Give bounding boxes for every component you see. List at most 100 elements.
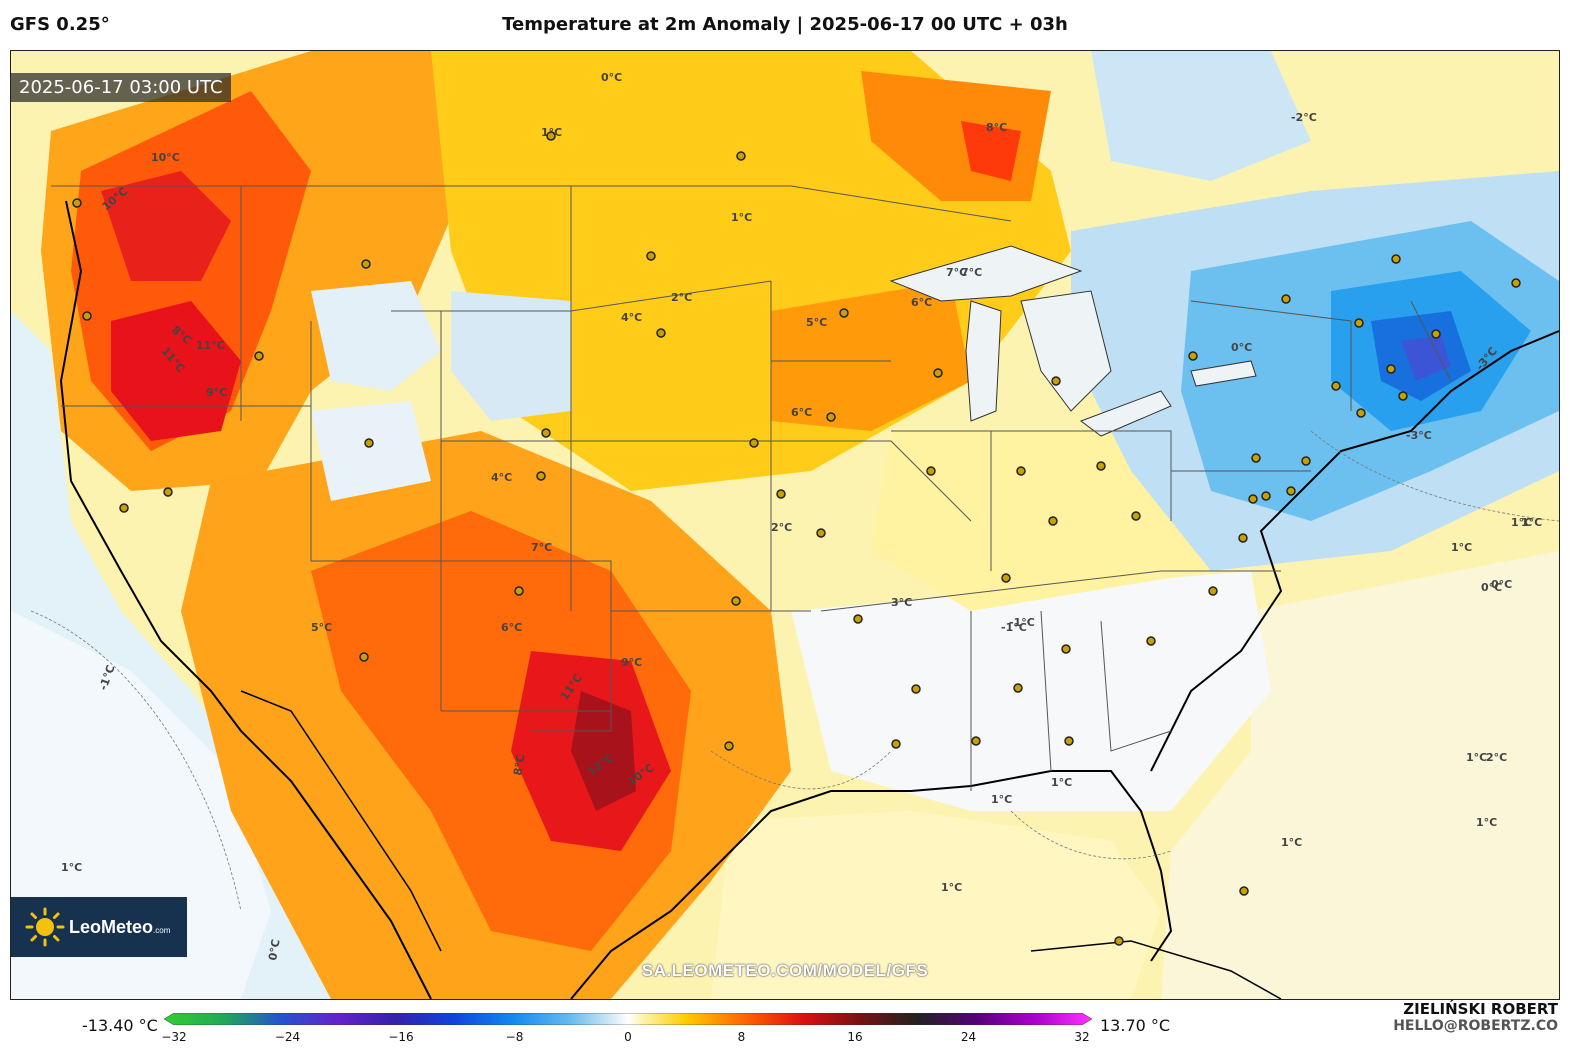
city-marker bbox=[1386, 364, 1396, 374]
anomaly-map: 10°C 8°C 11°C 11°C 9°C 10°C 7°C 6°C 5°C … bbox=[11, 51, 1559, 999]
gulf-area bbox=[711, 811, 1161, 999]
contour-label: 5°C bbox=[806, 316, 827, 329]
map[interactable]: 10°C 8°C 11°C 11°C 9°C 10°C 7°C 6°C 5°C … bbox=[10, 50, 1560, 1000]
city-marker bbox=[1301, 456, 1311, 466]
city-marker bbox=[82, 311, 92, 321]
city-marker bbox=[1061, 644, 1071, 654]
contour-label: 1°C bbox=[941, 881, 962, 894]
source-watermark: SA.LEOMETEO.COM/MODEL/GFS bbox=[641, 961, 929, 980]
contour-lines bbox=[30, 430, 1559, 912]
leometeo-logo[interactable]: LeoMeteo.com bbox=[11, 897, 187, 957]
city-marker bbox=[1261, 491, 1271, 501]
quebec-cool bbox=[1091, 51, 1311, 181]
city-marker bbox=[853, 614, 863, 624]
city-marker bbox=[1331, 381, 1341, 391]
city-marker bbox=[1114, 936, 1124, 946]
lake-superior bbox=[889, 245, 1083, 302]
city-marker bbox=[1251, 453, 1261, 463]
contour-label: 4°C bbox=[491, 471, 512, 484]
state-borders bbox=[51, 185, 1452, 791]
city-markers bbox=[72, 131, 1521, 946]
colorbar-tick-label: 16 bbox=[847, 1030, 863, 1044]
city-marker bbox=[891, 739, 901, 749]
contour-label: 4°C bbox=[621, 311, 642, 324]
cuba-outline bbox=[1030, 940, 1282, 999]
city-marker bbox=[1016, 466, 1026, 476]
city-marker bbox=[1239, 886, 1249, 896]
city-marker bbox=[514, 586, 524, 596]
valid-time-badge: 2025-06-17 03:00 UTC bbox=[11, 73, 231, 102]
contour-label: -2°C bbox=[1291, 111, 1317, 124]
colorbar-tick-label: −24 bbox=[274, 1030, 301, 1044]
contour-label: 1°C bbox=[731, 211, 752, 224]
city-marker bbox=[1048, 516, 1058, 526]
city-marker bbox=[1188, 351, 1198, 361]
contour-label: 5°C bbox=[311, 621, 332, 634]
midwest-pale bbox=[871, 431, 1211, 611]
city-marker bbox=[546, 131, 556, 141]
author-credit: ZIELIŃSKI ROBERT HELLO@ROBERTZ.CO bbox=[1393, 1000, 1558, 1034]
contour-label: 9°C bbox=[206, 386, 227, 399]
colorbar-svg bbox=[163, 1012, 1093, 1026]
sun-icon bbox=[25, 907, 65, 947]
colorbar-tick-label: −32 bbox=[161, 1030, 187, 1044]
colorbar-tick-label: 0 bbox=[624, 1030, 632, 1044]
city-marker bbox=[1146, 636, 1156, 646]
contour-label: 2°C bbox=[1486, 751, 1507, 764]
colorbar-tick-label: 24 bbox=[960, 1030, 977, 1044]
contour-label: 0°C bbox=[1231, 341, 1252, 354]
rockies-cool-c bbox=[311, 401, 431, 501]
city-marker bbox=[749, 438, 759, 448]
contour-label: 7°C bbox=[531, 541, 552, 554]
city-marker bbox=[163, 487, 173, 497]
rockies-cool-a bbox=[311, 281, 441, 391]
contour-label: 0°C bbox=[1481, 581, 1502, 594]
colorbar bbox=[163, 1010, 1093, 1026]
city-marker bbox=[656, 328, 666, 338]
city-marker bbox=[119, 503, 129, 513]
contour-label: 8°C bbox=[511, 753, 527, 776]
max-value-label: 13.70 °C bbox=[1100, 1016, 1171, 1035]
upper-midwest-hot bbox=[771, 281, 971, 431]
contour-label: 10°C bbox=[151, 151, 180, 164]
contour-label: 3°C bbox=[891, 596, 912, 609]
contour-label: 1°C bbox=[1511, 516, 1532, 529]
contour-label: 1°C bbox=[1476, 816, 1497, 829]
city-marker bbox=[731, 596, 741, 606]
min-value-label: -13.40 °C bbox=[82, 1016, 158, 1035]
city-marker bbox=[736, 151, 746, 161]
contour-label: 11°C bbox=[196, 339, 225, 352]
colorbar-ticks: −32 −24 −16 −8 0 8 16 24 32 bbox=[161, 1030, 1092, 1048]
city-marker bbox=[361, 259, 371, 269]
city-marker bbox=[1356, 408, 1366, 418]
city-marker bbox=[1511, 278, 1521, 288]
contour-label: -3°C bbox=[1406, 429, 1432, 442]
contour-label: 2°C bbox=[771, 521, 792, 534]
colorbar-tick-label: −16 bbox=[388, 1030, 414, 1044]
city-marker bbox=[933, 368, 943, 378]
city-marker bbox=[826, 412, 836, 422]
city-marker bbox=[1391, 254, 1401, 264]
contour-label: -1°C bbox=[1001, 621, 1027, 634]
city-marker bbox=[646, 251, 656, 261]
contour-label: 6°C bbox=[791, 406, 812, 419]
contour-label: 6°C bbox=[911, 296, 932, 309]
city-marker bbox=[816, 528, 826, 538]
city-marker bbox=[364, 438, 374, 448]
newengland-deep bbox=[1401, 336, 1451, 381]
chart-title: Temperature at 2m Anomaly | 2025-06-17 0… bbox=[502, 14, 1068, 35]
city-marker bbox=[1286, 486, 1296, 496]
baja-coastline bbox=[240, 690, 442, 952]
washington-core bbox=[101, 171, 231, 281]
colorbar-tick-label: −8 bbox=[505, 1030, 524, 1044]
city-marker bbox=[1001, 573, 1011, 583]
colorbar-tick-label: 32 bbox=[1074, 1030, 1090, 1044]
author-email[interactable]: HELLO@ROBERTZ.CO bbox=[1393, 1018, 1558, 1034]
contour-label: -1°C bbox=[1009, 616, 1035, 629]
city-marker bbox=[1096, 461, 1106, 471]
city-marker bbox=[72, 198, 82, 208]
lake-ontario bbox=[1190, 360, 1257, 387]
contour-label: 1°C bbox=[1051, 776, 1072, 789]
city-marker bbox=[1051, 376, 1061, 386]
contour-label: 1°C bbox=[61, 861, 82, 874]
